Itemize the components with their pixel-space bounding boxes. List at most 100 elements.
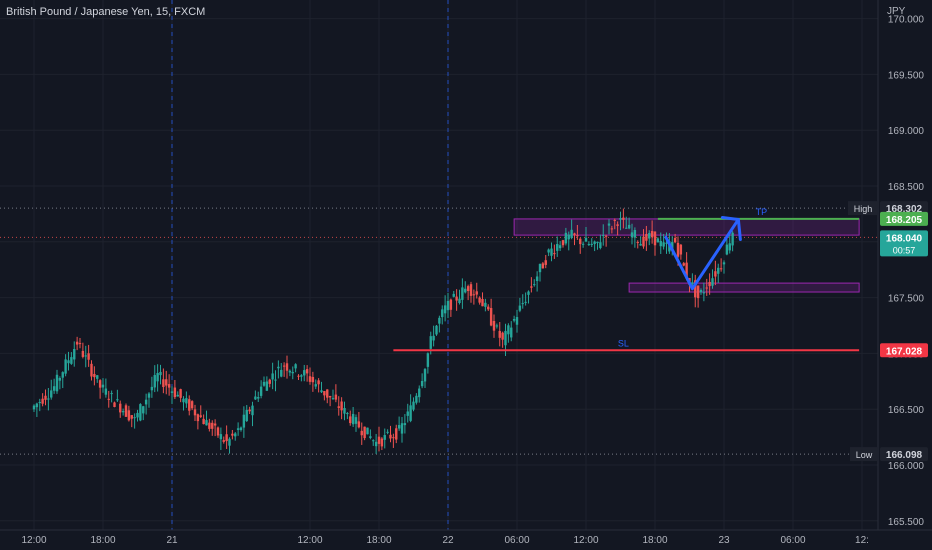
candle-body	[41, 398, 44, 404]
candle-body	[113, 402, 116, 408]
candle-body	[127, 410, 131, 421]
candle-body	[386, 431, 389, 433]
candle-body	[596, 241, 599, 243]
candle-body	[142, 406, 145, 414]
candle-body	[308, 376, 312, 382]
candle-body	[432, 335, 435, 341]
candle-body	[156, 373, 159, 382]
candle-body	[599, 242, 602, 249]
candle-body	[636, 241, 639, 243]
candle-body	[44, 395, 47, 400]
candle-body	[130, 415, 133, 419]
candle-body	[593, 241, 596, 245]
candle-body	[403, 423, 407, 426]
candle-body	[294, 364, 297, 369]
candle-body	[662, 242, 665, 247]
candle-body	[205, 420, 208, 426]
candle-body	[314, 384, 317, 387]
candle-body	[173, 387, 177, 398]
candle-body	[731, 232, 734, 246]
current-price-bg	[880, 230, 928, 257]
low-badge-bg	[880, 447, 928, 462]
candle-body	[144, 399, 148, 405]
candle-body	[369, 436, 372, 438]
candle-body	[110, 393, 113, 395]
candle-body	[475, 291, 478, 295]
candle-body	[351, 413, 355, 425]
x-tick-label: 18:00	[642, 535, 667, 546]
x-tick-label: 06:00	[504, 535, 529, 546]
candle-body	[558, 245, 562, 249]
high-badge: 168.302	[886, 204, 923, 215]
candle-body	[512, 318, 516, 321]
candle-body	[397, 425, 401, 429]
candle-body	[452, 293, 455, 297]
candle-body	[213, 423, 217, 426]
candle-body	[573, 233, 576, 236]
candle-body	[576, 235, 579, 237]
current-price-badge: 168.040	[886, 233, 923, 244]
candle-body	[550, 248, 553, 256]
candle-body	[170, 391, 174, 393]
candle-body	[711, 278, 714, 286]
candle-body	[360, 430, 363, 436]
symbol-title: British Pound / Japanese Yen, 15, FXCM	[6, 6, 206, 18]
candle-body	[602, 234, 605, 236]
candle-body	[406, 411, 409, 416]
candle-body	[659, 240, 662, 247]
candle-body	[64, 359, 67, 374]
candle-body	[567, 234, 570, 240]
candle-body	[190, 401, 194, 409]
candle-body	[441, 309, 444, 318]
candle-body	[627, 224, 631, 229]
y-tick-label: 170.000	[888, 15, 925, 26]
candle-body	[331, 398, 335, 400]
candle-body	[208, 422, 211, 429]
candle-body	[570, 229, 573, 238]
y-tick-label: 168.500	[888, 182, 925, 193]
candle-body	[673, 237, 677, 243]
candle-body	[147, 393, 151, 398]
candle-body	[159, 371, 162, 376]
candle-body	[630, 232, 634, 238]
candle-body	[124, 405, 128, 417]
candle-body	[216, 427, 220, 436]
candle-body	[446, 300, 450, 311]
candle-body	[98, 380, 102, 388]
candle-body	[515, 317, 519, 325]
x-tick-label: 21	[166, 535, 178, 546]
candle-body	[645, 233, 648, 241]
candle-body	[395, 428, 398, 440]
candle-body	[561, 240, 565, 246]
sl-label: SL	[618, 338, 629, 348]
candle-body	[581, 243, 585, 245]
low-tag-bg	[850, 447, 878, 462]
candle-body	[219, 434, 223, 440]
candle-body	[498, 330, 501, 338]
candle-body	[478, 297, 481, 303]
candle-body	[392, 437, 395, 439]
y-tick-label: 165.500	[888, 517, 925, 528]
candle-body	[248, 409, 251, 412]
candle-body	[47, 398, 50, 400]
candle-body	[153, 375, 156, 388]
candle-body	[78, 343, 82, 345]
candle-body	[590, 243, 593, 245]
candle-body	[501, 332, 504, 340]
candle-body	[93, 373, 96, 378]
y-tick-label: 166.000	[888, 461, 925, 472]
candle-body	[694, 280, 697, 298]
candle-body	[418, 388, 421, 398]
candle-body	[564, 232, 568, 244]
candle-body	[199, 415, 202, 417]
candle-body	[262, 381, 266, 386]
candle-body	[87, 353, 90, 360]
candle-body	[300, 375, 303, 377]
candle-body	[81, 350, 85, 357]
high-badge-bg	[880, 201, 928, 216]
candle-body	[363, 426, 366, 439]
y-tick-label: 169.000	[888, 126, 925, 137]
candle-body	[438, 317, 441, 324]
candle-body	[547, 249, 550, 253]
